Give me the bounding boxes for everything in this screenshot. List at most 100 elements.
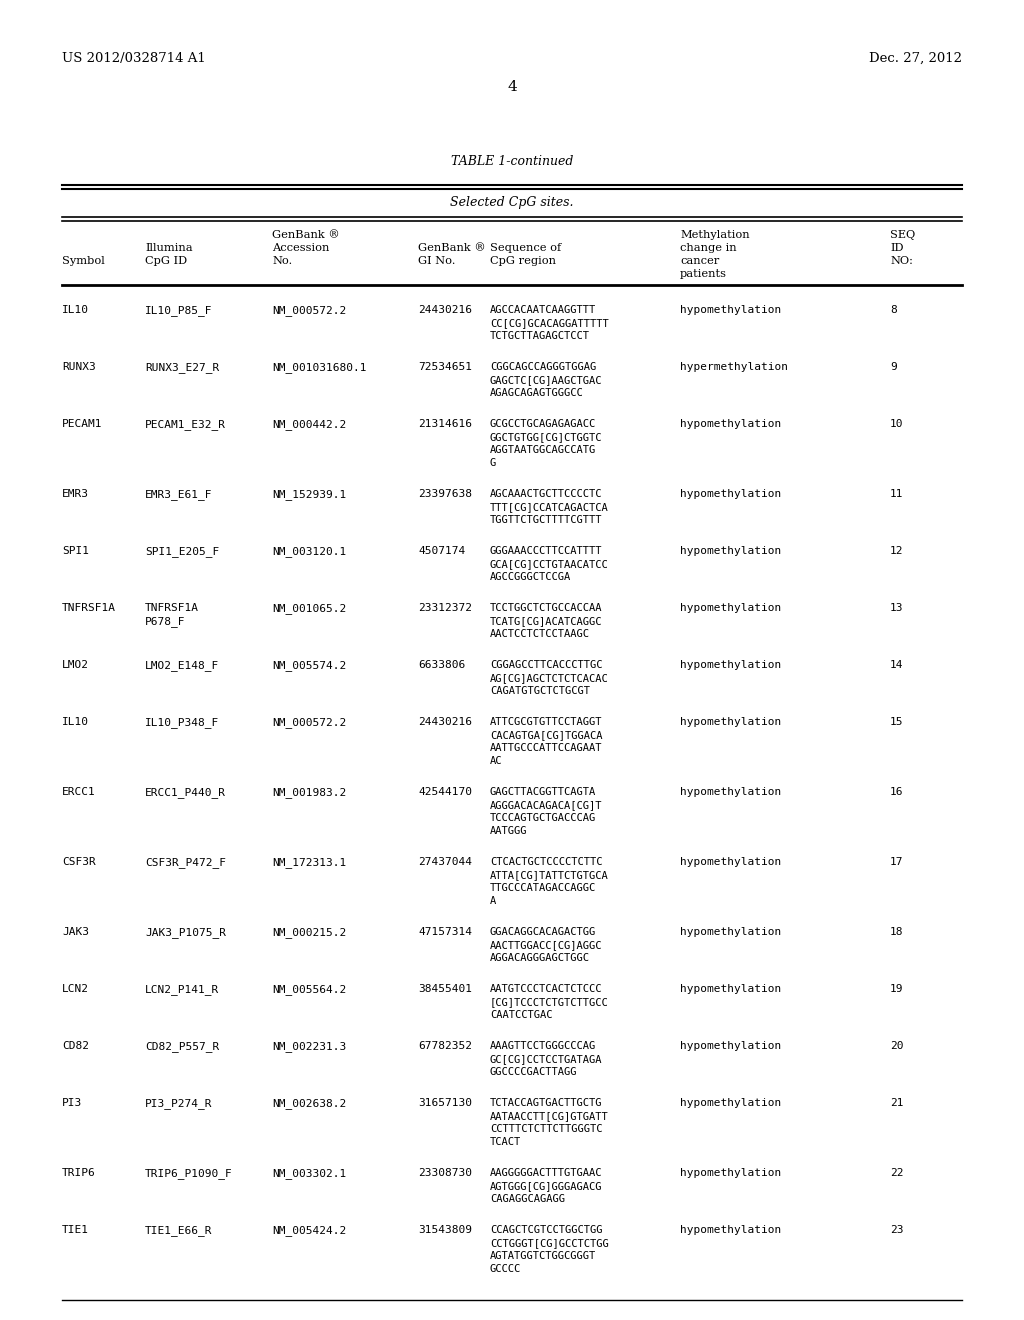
Text: 21: 21 xyxy=(890,1098,903,1107)
Text: NM_000572.2: NM_000572.2 xyxy=(272,717,346,727)
Text: hypomethylation: hypomethylation xyxy=(680,603,781,612)
Text: AGCAAACTGCTTCCCCTC: AGCAAACTGCTTCCCCTC xyxy=(490,488,602,499)
Text: GI No.: GI No. xyxy=(418,256,456,267)
Text: TNFRSF1A: TNFRSF1A xyxy=(62,603,116,612)
Text: AGCCACAATCAAGGTTT: AGCCACAATCAAGGTTT xyxy=(490,305,596,315)
Text: 31543809: 31543809 xyxy=(418,1225,472,1236)
Text: NM_005424.2: NM_005424.2 xyxy=(272,1225,346,1236)
Text: hypomethylation: hypomethylation xyxy=(680,1168,781,1177)
Text: CD82_P557_R: CD82_P557_R xyxy=(145,1041,219,1052)
Text: 24430216: 24430216 xyxy=(418,305,472,315)
Text: EMR3: EMR3 xyxy=(62,488,89,499)
Text: AACTCCTCTCCTAAGC: AACTCCTCTCCTAAGC xyxy=(490,630,590,639)
Text: CTCACTGCTCCCCTCTTC: CTCACTGCTCCCCTCTTC xyxy=(490,857,602,867)
Text: NM_001031680.1: NM_001031680.1 xyxy=(272,362,367,374)
Text: 24430216: 24430216 xyxy=(418,717,472,727)
Text: Accession: Accession xyxy=(272,243,330,253)
Text: AG[CG]AGCTCTCTCACAC: AG[CG]AGCTCTCTCACAC xyxy=(490,673,608,682)
Text: CCTGGGT[CG]GCCTCTGG: CCTGGGT[CG]GCCTCTGG xyxy=(490,1238,608,1247)
Text: AATGTCCCTCACTCTCCC: AATGTCCCTCACTCTCCC xyxy=(490,983,602,994)
Text: IL10: IL10 xyxy=(62,305,89,315)
Text: hypomethylation: hypomethylation xyxy=(680,488,781,499)
Text: 4507174: 4507174 xyxy=(418,546,465,556)
Text: cancer: cancer xyxy=(680,256,719,267)
Text: AATGGG: AATGGG xyxy=(490,826,527,836)
Text: GGCCCCGACTTAGG: GGCCCCGACTTAGG xyxy=(490,1067,578,1077)
Text: hypomethylation: hypomethylation xyxy=(680,418,781,429)
Text: AAGGGGGACTTTGTGAAC: AAGGGGGACTTTGTGAAC xyxy=(490,1168,602,1177)
Text: Sequence of: Sequence of xyxy=(490,243,561,253)
Text: NM_003120.1: NM_003120.1 xyxy=(272,546,346,557)
Text: TTGCCCATAGACCAGGC: TTGCCCATAGACCAGGC xyxy=(490,883,596,894)
Text: [CG]TCCCTCTGTCTTGCC: [CG]TCCCTCTGTCTTGCC xyxy=(490,997,608,1007)
Text: 20: 20 xyxy=(890,1041,903,1051)
Text: TRIP6_P1090_F: TRIP6_P1090_F xyxy=(145,1168,232,1179)
Text: A: A xyxy=(490,896,497,906)
Text: CCAGCTCGTCCTGGCTGG: CCAGCTCGTCCTGGCTGG xyxy=(490,1225,602,1236)
Text: hypomethylation: hypomethylation xyxy=(680,1225,781,1236)
Text: US 2012/0328714 A1: US 2012/0328714 A1 xyxy=(62,51,206,65)
Text: GenBank ®: GenBank ® xyxy=(418,243,485,253)
Text: NO:: NO: xyxy=(890,256,912,267)
Text: 47157314: 47157314 xyxy=(418,927,472,937)
Text: NM_000215.2: NM_000215.2 xyxy=(272,927,346,939)
Text: RUNX3: RUNX3 xyxy=(62,362,96,372)
Text: AC: AC xyxy=(490,756,503,766)
Text: 21314616: 21314616 xyxy=(418,418,472,429)
Text: TCTACCAGTGACTTGCTG: TCTACCAGTGACTTGCTG xyxy=(490,1098,602,1107)
Text: Selected CpG sites.: Selected CpG sites. xyxy=(451,195,573,209)
Text: GGGAAACCCTTCCATTTT: GGGAAACCCTTCCATTTT xyxy=(490,546,602,556)
Text: GAGCTC[CG]AAGCTGAC: GAGCTC[CG]AAGCTGAC xyxy=(490,375,602,385)
Text: 12: 12 xyxy=(890,546,903,556)
Text: NM_000572.2: NM_000572.2 xyxy=(272,305,346,315)
Text: 17: 17 xyxy=(890,857,903,867)
Text: TCCCAGTGCTGACCCAG: TCCCAGTGCTGACCCAG xyxy=(490,813,596,822)
Text: TNFRSF1A: TNFRSF1A xyxy=(145,603,199,612)
Text: hypomethylation: hypomethylation xyxy=(680,927,781,937)
Text: TCTGCTTAGAGCTCCT: TCTGCTTAGAGCTCCT xyxy=(490,331,590,341)
Text: hypomethylation: hypomethylation xyxy=(680,546,781,556)
Text: CGGAGCCTTCACCCTTGC: CGGAGCCTTCACCCTTGC xyxy=(490,660,602,671)
Text: NM_005564.2: NM_005564.2 xyxy=(272,983,346,995)
Text: LMO2_E148_F: LMO2_E148_F xyxy=(145,660,219,671)
Text: EMR3_E61_F: EMR3_E61_F xyxy=(145,488,213,500)
Text: 23308730: 23308730 xyxy=(418,1168,472,1177)
Text: 13: 13 xyxy=(890,603,903,612)
Text: AGCCGGGCTCCGA: AGCCGGGCTCCGA xyxy=(490,572,571,582)
Text: GC[CG]CCTCCTGATAGA: GC[CG]CCTCCTGATAGA xyxy=(490,1053,602,1064)
Text: 23: 23 xyxy=(890,1225,903,1236)
Text: CGGCAGCCAGGGTGGAG: CGGCAGCCAGGGTGGAG xyxy=(490,362,596,372)
Text: LMO2: LMO2 xyxy=(62,660,89,671)
Text: IL10_P348_F: IL10_P348_F xyxy=(145,717,219,727)
Text: Symbol: Symbol xyxy=(62,256,104,267)
Text: hypermethylation: hypermethylation xyxy=(680,362,788,372)
Text: change in: change in xyxy=(680,243,736,253)
Text: ERCC1: ERCC1 xyxy=(62,787,96,797)
Text: CD82: CD82 xyxy=(62,1041,89,1051)
Text: LCN2: LCN2 xyxy=(62,983,89,994)
Text: hypomethylation: hypomethylation xyxy=(680,857,781,867)
Text: 9: 9 xyxy=(890,362,897,372)
Text: GGACAGGCACAGACTGG: GGACAGGCACAGACTGG xyxy=(490,927,596,937)
Text: PI3_P274_R: PI3_P274_R xyxy=(145,1098,213,1109)
Text: AATTGCCCATTCCAGAAT: AATTGCCCATTCCAGAAT xyxy=(490,743,602,752)
Text: ERCC1_P440_R: ERCC1_P440_R xyxy=(145,787,226,797)
Text: 16: 16 xyxy=(890,787,903,797)
Text: 11: 11 xyxy=(890,488,903,499)
Text: patients: patients xyxy=(680,269,727,279)
Text: AATAACCTT[CG]GTGATT: AATAACCTT[CG]GTGATT xyxy=(490,1111,608,1121)
Text: 14: 14 xyxy=(890,660,903,671)
Text: 72534651: 72534651 xyxy=(418,362,472,372)
Text: GenBank ®: GenBank ® xyxy=(272,230,340,240)
Text: 38455401: 38455401 xyxy=(418,983,472,994)
Text: TABLE 1-continued: TABLE 1-continued xyxy=(451,154,573,168)
Text: ATTCGCGTGTTCCTAGGT: ATTCGCGTGTTCCTAGGT xyxy=(490,717,602,727)
Text: hypomethylation: hypomethylation xyxy=(680,1041,781,1051)
Text: CC[CG]GCACAGGATTTTT: CC[CG]GCACAGGATTTTT xyxy=(490,318,608,327)
Text: NM_005574.2: NM_005574.2 xyxy=(272,660,346,671)
Text: 42544170: 42544170 xyxy=(418,787,472,797)
Text: CAGAGGCAGAGG: CAGAGGCAGAGG xyxy=(490,1195,565,1204)
Text: JAK3_P1075_R: JAK3_P1075_R xyxy=(145,927,226,939)
Text: GCCCC: GCCCC xyxy=(490,1265,521,1274)
Text: JAK3: JAK3 xyxy=(62,927,89,937)
